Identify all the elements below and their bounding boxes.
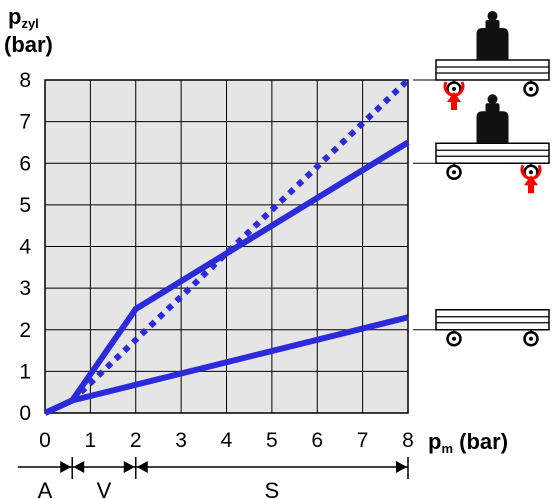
x-tick-label: 3 — [175, 429, 187, 452]
red-arrow-icon — [524, 175, 538, 194]
series-line-solid-2 — [43, 314, 409, 416]
weight-icon — [476, 28, 509, 60]
empty-platform-icon — [413, 309, 550, 347]
weighted-platform-right-lift-icon — [413, 94, 550, 194]
y-tick-label: 7 — [19, 111, 31, 134]
weighted-platform-left-lift-icon — [413, 11, 550, 110]
grid — [45, 80, 408, 413]
x-tick-label: 4 — [221, 429, 233, 452]
x-tick-label: 6 — [311, 429, 323, 452]
y-tick-label: 4 — [19, 236, 31, 259]
x-tick-label: 0 — [39, 429, 51, 452]
y-tick-label: 8 — [19, 69, 31, 92]
y-tick-label: 3 — [19, 277, 31, 300]
weight-icon — [476, 111, 509, 144]
zone-label-S: S — [265, 478, 280, 499]
y-axis-label: pzyl — [8, 4, 39, 31]
zone-arrowhead — [396, 461, 407, 473]
zone-label-A: A — [38, 478, 53, 499]
y-tick-label: 2 — [19, 319, 31, 342]
x-tick-label: 1 — [85, 429, 97, 452]
zone-arrowhead — [136, 461, 148, 473]
x-tick-label: 8 — [402, 429, 414, 452]
y-tick-label: 6 — [19, 152, 31, 175]
platform-body — [435, 142, 550, 164]
platform-body — [435, 59, 550, 81]
red-arrow-icon — [447, 92, 461, 110]
series-line-dotted-0 — [70, 77, 411, 403]
zone-arrowhead — [123, 461, 135, 473]
y-tick-label: 5 — [19, 194, 31, 217]
x-tick-label: 7 — [357, 429, 369, 452]
x-tick-label: 2 — [130, 429, 142, 452]
zone-label-V: V — [97, 478, 112, 499]
platform-icons — [413, 11, 550, 347]
platform-body — [435, 309, 550, 331]
series-group — [43, 77, 411, 416]
tick-labels: 0 1 2 3 4 5 6 7 8 0 1 2 3 4 5 6 7 8 — [19, 69, 414, 452]
y-tick-label: 0 — [19, 402, 31, 425]
zone-arrowhead — [73, 461, 85, 473]
y-axis-unit: (bar) — [4, 32, 53, 57]
x-axis-label: pm (bar) — [428, 429, 508, 456]
zone-arrowhead — [60, 461, 72, 473]
x-tick-label: 5 — [266, 429, 278, 452]
y-tick-label: 1 — [19, 360, 31, 383]
